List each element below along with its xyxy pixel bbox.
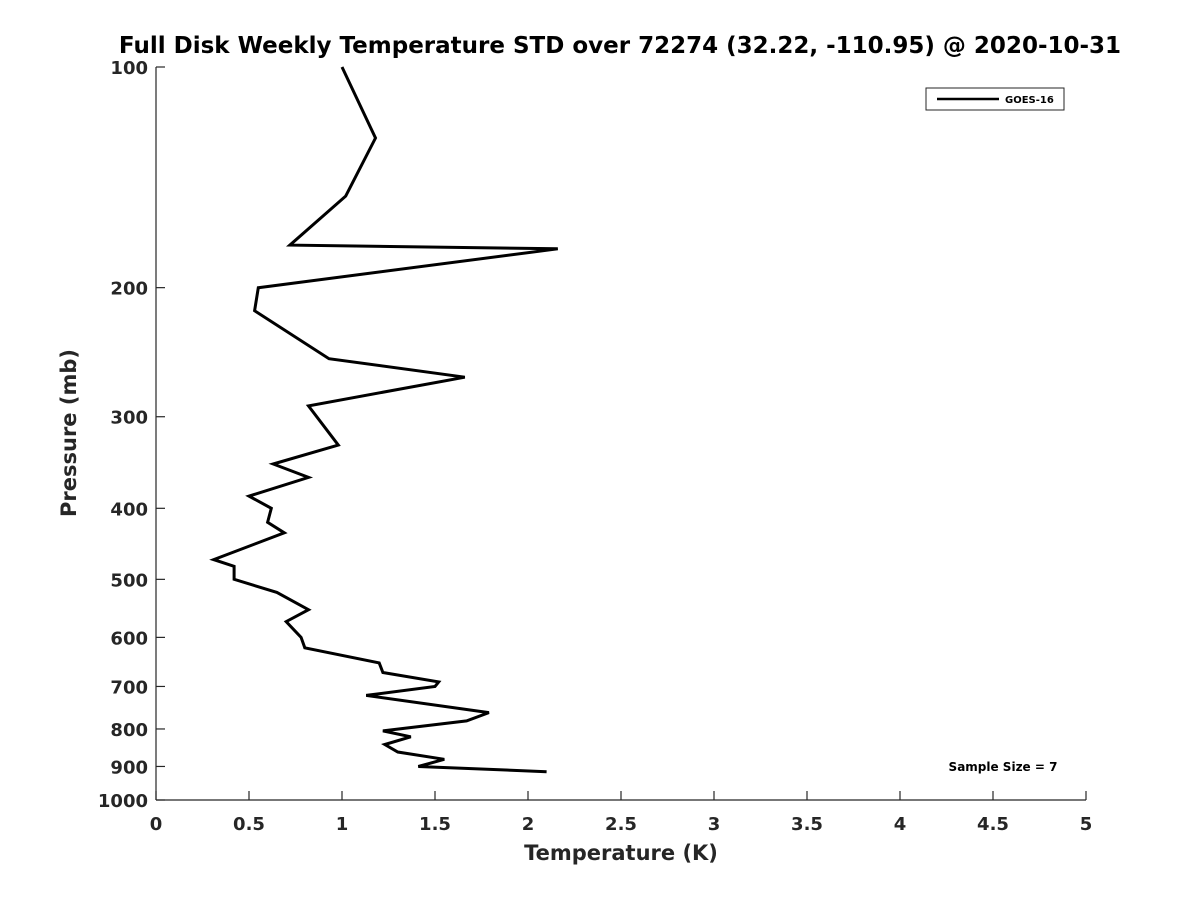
y-tick-label: 500 [110,570,148,591]
x-tick-label: 1 [336,814,349,835]
y-tick-label: 800 [110,720,148,741]
y-tick-label: 300 [110,408,148,429]
x-tick-label: 4.5 [977,814,1009,835]
x-tick-label: 2.5 [605,814,637,835]
sample-size-annotation: Sample Size = 7 [949,760,1058,774]
x-tick-label: 1.5 [419,814,451,835]
series-layer [209,66,558,774]
x-tick-label: 5 [1080,814,1093,835]
x-ticks: 0 0.5 1 1.5 2 2.5 3 3.5 4 4.5 5 [150,791,1093,835]
y-axis-label: Pressure (mb) [57,349,81,517]
x-tick-label: 3.5 [791,814,823,835]
y-tick-label: 100 [110,58,148,79]
x-tick-label: 0 [150,814,163,835]
x-tick-label: 2 [522,814,535,835]
legend: GOES-16 [925,87,1065,111]
y-tick-label: 600 [110,628,148,649]
y-tick-label: 1000 [98,791,148,812]
y-tick-label: 200 [110,279,148,300]
legend-entry-goes-16: GOES-16 [1005,95,1054,106]
y-tick-label: 700 [110,677,148,698]
x-tick-label: 0.5 [233,814,265,835]
y-tick-label: 900 [110,757,148,778]
y-ticks: 100 200 300 400 500 600 700 800 900 1000 [98,58,165,812]
series-line-goes-16 [209,66,558,774]
x-tick-label: 3 [708,814,721,835]
y-tick-label: 400 [110,499,148,520]
x-axis-label: Temperature (K) [524,841,718,865]
x-tick-label: 4 [894,814,907,835]
chart-title: Full Disk Weekly Temperature STD over 72… [119,33,1121,59]
